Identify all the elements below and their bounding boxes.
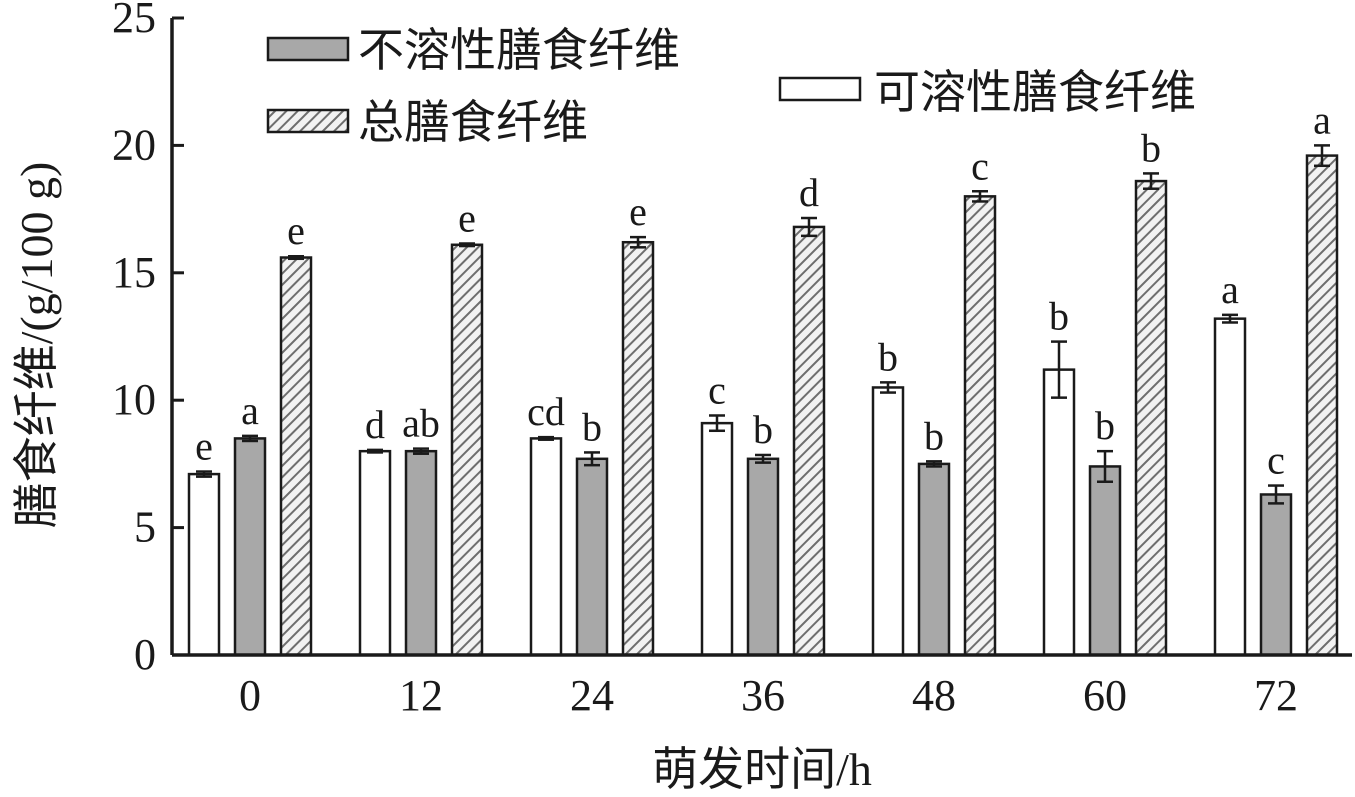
error-bar xyxy=(288,254,304,261)
bar-series-1 xyxy=(871,386,905,657)
significance-letter: d xyxy=(799,170,819,215)
y-ticks: 0 5 10 15 20 25 xyxy=(112,0,184,679)
error-bar xyxy=(584,451,600,467)
significance-letter: a xyxy=(241,388,259,433)
y-tick-label: 20 xyxy=(112,120,156,169)
error-bar xyxy=(1097,449,1113,483)
error-bar xyxy=(242,434,258,443)
y-axis-title: 膳食纤维/(g/100 g) xyxy=(11,162,62,529)
x-tick-label: 12 xyxy=(399,671,443,720)
x-tick-label: 0 xyxy=(239,671,261,720)
legend-label: 总膳食纤维 xyxy=(358,97,588,148)
significance-letter: e xyxy=(458,195,476,240)
significance-letter: e xyxy=(195,424,213,469)
bar-series-2 xyxy=(575,457,609,657)
error-bar xyxy=(880,381,896,394)
y-tick-label: 5 xyxy=(134,503,156,552)
error-bar xyxy=(926,460,942,468)
bar-series-2 xyxy=(1259,493,1293,657)
significance-letter: d xyxy=(365,402,385,447)
significance-letter: c xyxy=(971,143,989,188)
bar-series-1 xyxy=(358,449,392,657)
bar-series-3 xyxy=(963,195,997,657)
error-bar xyxy=(459,242,475,248)
x-axis: 0 12 24 36 48 60 72 xyxy=(172,653,1352,720)
y-tick-label: 0 xyxy=(134,630,156,679)
bar-series-2 xyxy=(917,462,951,657)
legend-item: 可溶性膳食纤维 xyxy=(778,67,1196,118)
significance-letter: b xyxy=(1095,403,1115,448)
error-bar xyxy=(1143,172,1159,190)
bar-series-3 xyxy=(1305,154,1339,657)
legend-label: 不溶性膳食纤维 xyxy=(358,25,680,76)
y-tick-label: 25 xyxy=(112,0,156,42)
bar-series-1 xyxy=(1042,368,1076,657)
error-bar xyxy=(709,414,725,433)
bar-series-2 xyxy=(404,449,438,657)
error-bar xyxy=(1051,340,1067,399)
bar-series-3 xyxy=(1134,179,1168,657)
significance-letter: e xyxy=(287,208,305,253)
bar-series-1 xyxy=(187,472,221,657)
significance-letter: a xyxy=(1221,267,1239,312)
error-bar xyxy=(413,447,429,455)
significance-letter: cd xyxy=(527,389,565,434)
significance-letter: c xyxy=(1267,438,1285,483)
legend-swatch xyxy=(266,36,350,62)
significance-letter: b xyxy=(1049,294,1069,339)
bar-series-1 xyxy=(700,421,734,657)
error-bar xyxy=(538,435,554,441)
bar-series-3 xyxy=(279,256,313,657)
x-axis-title: 萌发时间/h xyxy=(652,744,872,795)
bar-series-2 xyxy=(233,437,267,657)
significance-letter: b xyxy=(878,334,898,379)
bar-series-1 xyxy=(529,437,563,657)
legend-swatch xyxy=(266,108,350,134)
error-bar xyxy=(196,470,212,478)
x-tick-label: 36 xyxy=(741,671,785,720)
x-tick-label: 48 xyxy=(912,671,956,720)
x-tick-label: 60 xyxy=(1083,671,1127,720)
bar-series-2 xyxy=(1088,465,1122,657)
error-bar xyxy=(367,448,383,454)
significance-letter: b xyxy=(582,404,602,449)
significance-letter: ab xyxy=(402,401,440,446)
significance-letter: a xyxy=(1313,97,1331,142)
legend-item: 不溶性膳食纤维 xyxy=(266,25,680,76)
error-bar xyxy=(1222,313,1238,324)
legend-swatch xyxy=(778,76,862,102)
error-bar xyxy=(972,190,988,203)
significance-letter: e xyxy=(629,189,647,234)
error-bars xyxy=(196,144,1330,505)
legend-label: 可溶性膳食纤维 xyxy=(874,67,1196,118)
error-bar xyxy=(801,216,817,238)
y-tick-label: 15 xyxy=(112,248,156,297)
y-tick-label: 10 xyxy=(112,375,156,424)
significance-letter: b xyxy=(753,407,773,452)
bar-series-1 xyxy=(1213,317,1247,657)
error-bar xyxy=(1268,484,1284,505)
error-bar xyxy=(755,453,771,464)
bar-series-2 xyxy=(746,457,780,657)
significance-letter: b xyxy=(924,413,944,458)
x-tick-label: 24 xyxy=(570,671,614,720)
bar-series-3 xyxy=(450,243,484,657)
legend-item: 总膳食纤维 xyxy=(266,97,588,148)
significance-letter: c xyxy=(708,367,726,412)
y-axis: 0 5 10 15 20 25 xyxy=(112,0,184,679)
bars xyxy=(187,154,1339,657)
x-tick-label: 72 xyxy=(1254,671,1298,720)
error-bar xyxy=(630,235,646,249)
significance-letter: b xyxy=(1141,125,1161,170)
bar-series-3 xyxy=(792,225,826,657)
bar-series-3 xyxy=(621,240,655,657)
error-bar xyxy=(1314,144,1330,168)
x-ticks: 0 12 24 36 48 60 72 xyxy=(239,671,1298,720)
